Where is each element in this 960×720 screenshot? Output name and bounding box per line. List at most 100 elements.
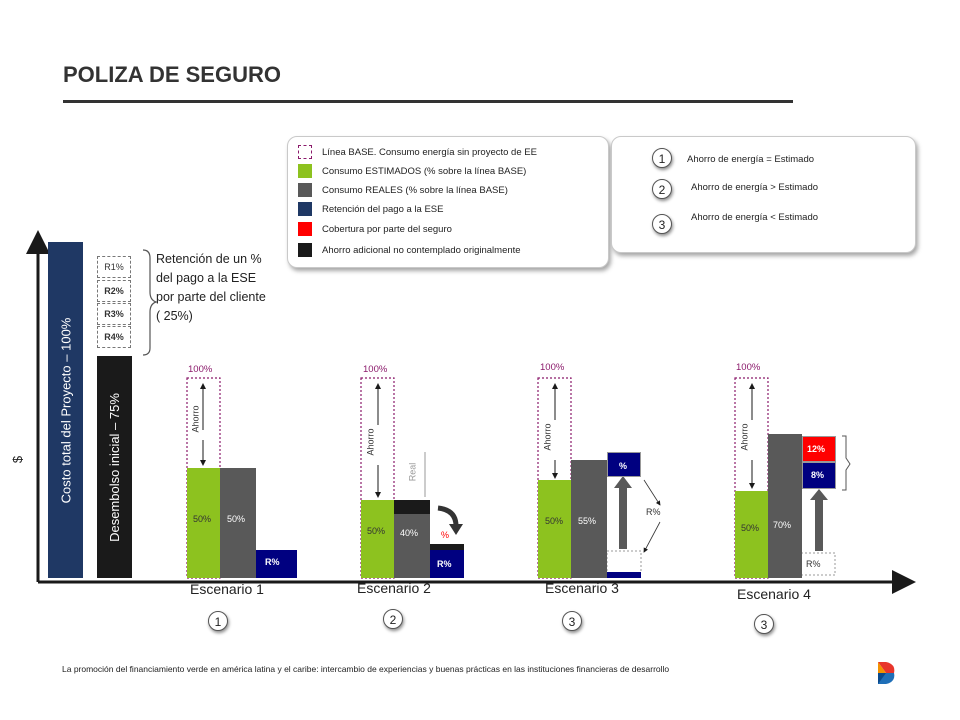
scenario2-name: Escenario 2: [357, 580, 431, 596]
scenario4-number: 3: [754, 614, 774, 634]
legend-item-real: Consumo REALES (% sobre la línea BASE): [298, 183, 508, 197]
scenario2-retention-value: R%: [437, 559, 452, 569]
legend-label-additional: Ahorro adicional no contemplado original…: [322, 244, 521, 256]
scenario4-estimated-value: 50%: [741, 523, 760, 533]
retention-bracket: [142, 249, 158, 356]
retention-box-1: R1%: [97, 256, 131, 278]
legend-item-estimated: Consumo ESTIMADOS (% sobre la línea BASE…: [298, 164, 526, 178]
legend-item-insurance: Cobertura por parte del seguro: [298, 222, 452, 236]
scenario3-rlabel-connector-1: [643, 479, 661, 506]
legend-item-additional: Ahorro adicional no contemplado original…: [298, 243, 521, 257]
legend-swatch-retention: [298, 202, 312, 216]
scenario4-transfer-arrow-head: [810, 489, 828, 500]
scenario2-additional-bar: [394, 500, 430, 514]
condition-number-1: 1: [652, 148, 672, 168]
legend-label-base: Línea BASE. Consumo energía sin proyecto…: [322, 146, 537, 158]
scenario2-top-pct: 100%: [363, 364, 388, 375]
legend-label-real: Consumo REALES (% sobre la línea BASE): [322, 184, 508, 196]
scenario3-estimated-bar: [538, 480, 571, 578]
scenario3-side-label: R%: [646, 507, 661, 517]
title-divider: [63, 100, 793, 103]
legend-item-retention: Retención del pago a la ESE: [298, 202, 443, 216]
condition-text-2: Ahorro de energía > Estimado: [691, 182, 819, 193]
condition-text-1: Ahorro de energía = Estimado: [687, 154, 815, 165]
scenario4-real-bar: [768, 434, 802, 578]
scenario3-ahorro-label: Ahorro: [542, 423, 553, 451]
scenario1-real-value: 50%: [227, 514, 246, 524]
scenario1-retention-bar: [256, 550, 297, 578]
legend-swatch-additional: [298, 243, 312, 257]
scenario2-real-value: 40%: [400, 528, 419, 538]
scenario4-real-value: 70%: [773, 520, 792, 530]
legend-swatch-base: [298, 145, 312, 159]
scenario4-top-pct: 100%: [736, 362, 761, 373]
scenario4-insurance-box: [802, 436, 836, 462]
retention-box-4: R4%: [97, 326, 131, 348]
scenario3-real-value: 55%: [578, 516, 597, 526]
scenario3-real-bar: [571, 460, 607, 578]
scenario4-ahorro-label: Ahorro: [739, 423, 750, 451]
scenario3-rlabel-connector-2: [643, 521, 661, 553]
retention-description: Retención de un % del pago a la ESE por …: [156, 252, 266, 323]
scenario4-estimated-bar: [735, 491, 768, 578]
scenario2-baseline-box: [360, 377, 395, 579]
legend-swatch-insurance: [298, 222, 312, 236]
total-cost-label: Costo total del Proyecto – 100%: [58, 317, 74, 503]
scenario2-ahorro-label: Ahorro: [365, 428, 376, 456]
retention-box-3: R3%: [97, 303, 131, 325]
scenario2-estimated-value: 50%: [367, 526, 386, 536]
scenario2-extra-bar: [430, 544, 464, 550]
scenario1-retention-value: R%: [265, 557, 280, 567]
scenario3-retention-box-value: %: [619, 461, 628, 471]
scenario4-retention-box: [802, 462, 836, 489]
legend-label-insurance: Cobertura por parte del seguro: [322, 223, 452, 235]
scenario4-bracket: [842, 435, 851, 491]
scenario3-name: Escenario 3: [545, 580, 619, 596]
legend-item-base: Línea BASE. Consumo energía sin proyecto…: [298, 145, 537, 159]
scenario1-estimated-bar: [187, 468, 220, 578]
scenario2-curved-arrow-head: [449, 524, 463, 535]
scenario3-transfer-arrow-shaft: [619, 485, 627, 549]
scenario3-bottom-retention-bar: [607, 572, 641, 578]
scenario1-estimated-value: 50%: [193, 514, 212, 524]
scenario3-empty-box: [606, 550, 642, 574]
brand-logo: [878, 662, 895, 684]
scenario3-transfer-arrow-head: [614, 476, 632, 488]
scenario3-top-pct: 100%: [540, 362, 565, 373]
scenario1-number: 1: [208, 611, 228, 631]
scenario2-curved-arrow: [437, 505, 459, 527]
scenario4-transfer-arrow-shaft: [815, 497, 823, 551]
condition-text-3: Ahorro de energía < Estimado: [691, 212, 819, 223]
scenario1-top-pct: 100%: [188, 364, 213, 375]
scenario4-insurance-value: 12%: [807, 444, 826, 454]
scenario4-name: Escenario 4: [737, 586, 811, 602]
scenario1-name: Escenario 1: [190, 581, 264, 597]
scenario4-retention-box-value: 8%: [811, 470, 825, 480]
scenario1-ahorro-label: Ahorro: [190, 405, 201, 433]
conditions-panel: 1 Ahorro de energía = Estimado 2 Ahorro …: [611, 136, 916, 253]
legend-panel: Línea BASE. Consumo energía sin proyecto…: [287, 136, 609, 268]
legend-swatch-estimated: [298, 164, 312, 178]
scenario2-extra-pct: %: [441, 530, 450, 540]
scenario2-real-label: Real: [407, 462, 418, 482]
scenario3-retention-box: [607, 452, 641, 477]
scenario3-number: 3: [562, 611, 582, 631]
scenario1-real-bar: [220, 468, 256, 578]
initial-disbursement-bar: Desembolso inicial – 75%: [97, 356, 132, 578]
scenario2-real-bar: [394, 514, 430, 578]
scenario2-retention-bar: [430, 550, 464, 578]
scenario2-number: 2: [383, 609, 403, 629]
scenario2-estimated-bar: [361, 500, 394, 578]
footer-text: La promoción del financiamiento verde en…: [62, 664, 670, 674]
scenario3-estimated-value: 50%: [545, 516, 564, 526]
y-axis-symbol: $: [10, 455, 26, 464]
condition-number-3: 3: [652, 214, 672, 234]
page-title: POLIZA DE SEGURO: [63, 62, 281, 87]
legend-label-retention: Retención del pago a la ESE: [322, 203, 444, 215]
total-cost-bar: Costo total del Proyecto – 100%: [48, 242, 83, 578]
legend-swatch-real: [298, 183, 312, 197]
retention-box-2: R2%: [97, 280, 131, 302]
initial-disbursement-label: Desembolso inicial – 75%: [107, 392, 123, 542]
scenario4-side-label: R%: [806, 559, 821, 569]
